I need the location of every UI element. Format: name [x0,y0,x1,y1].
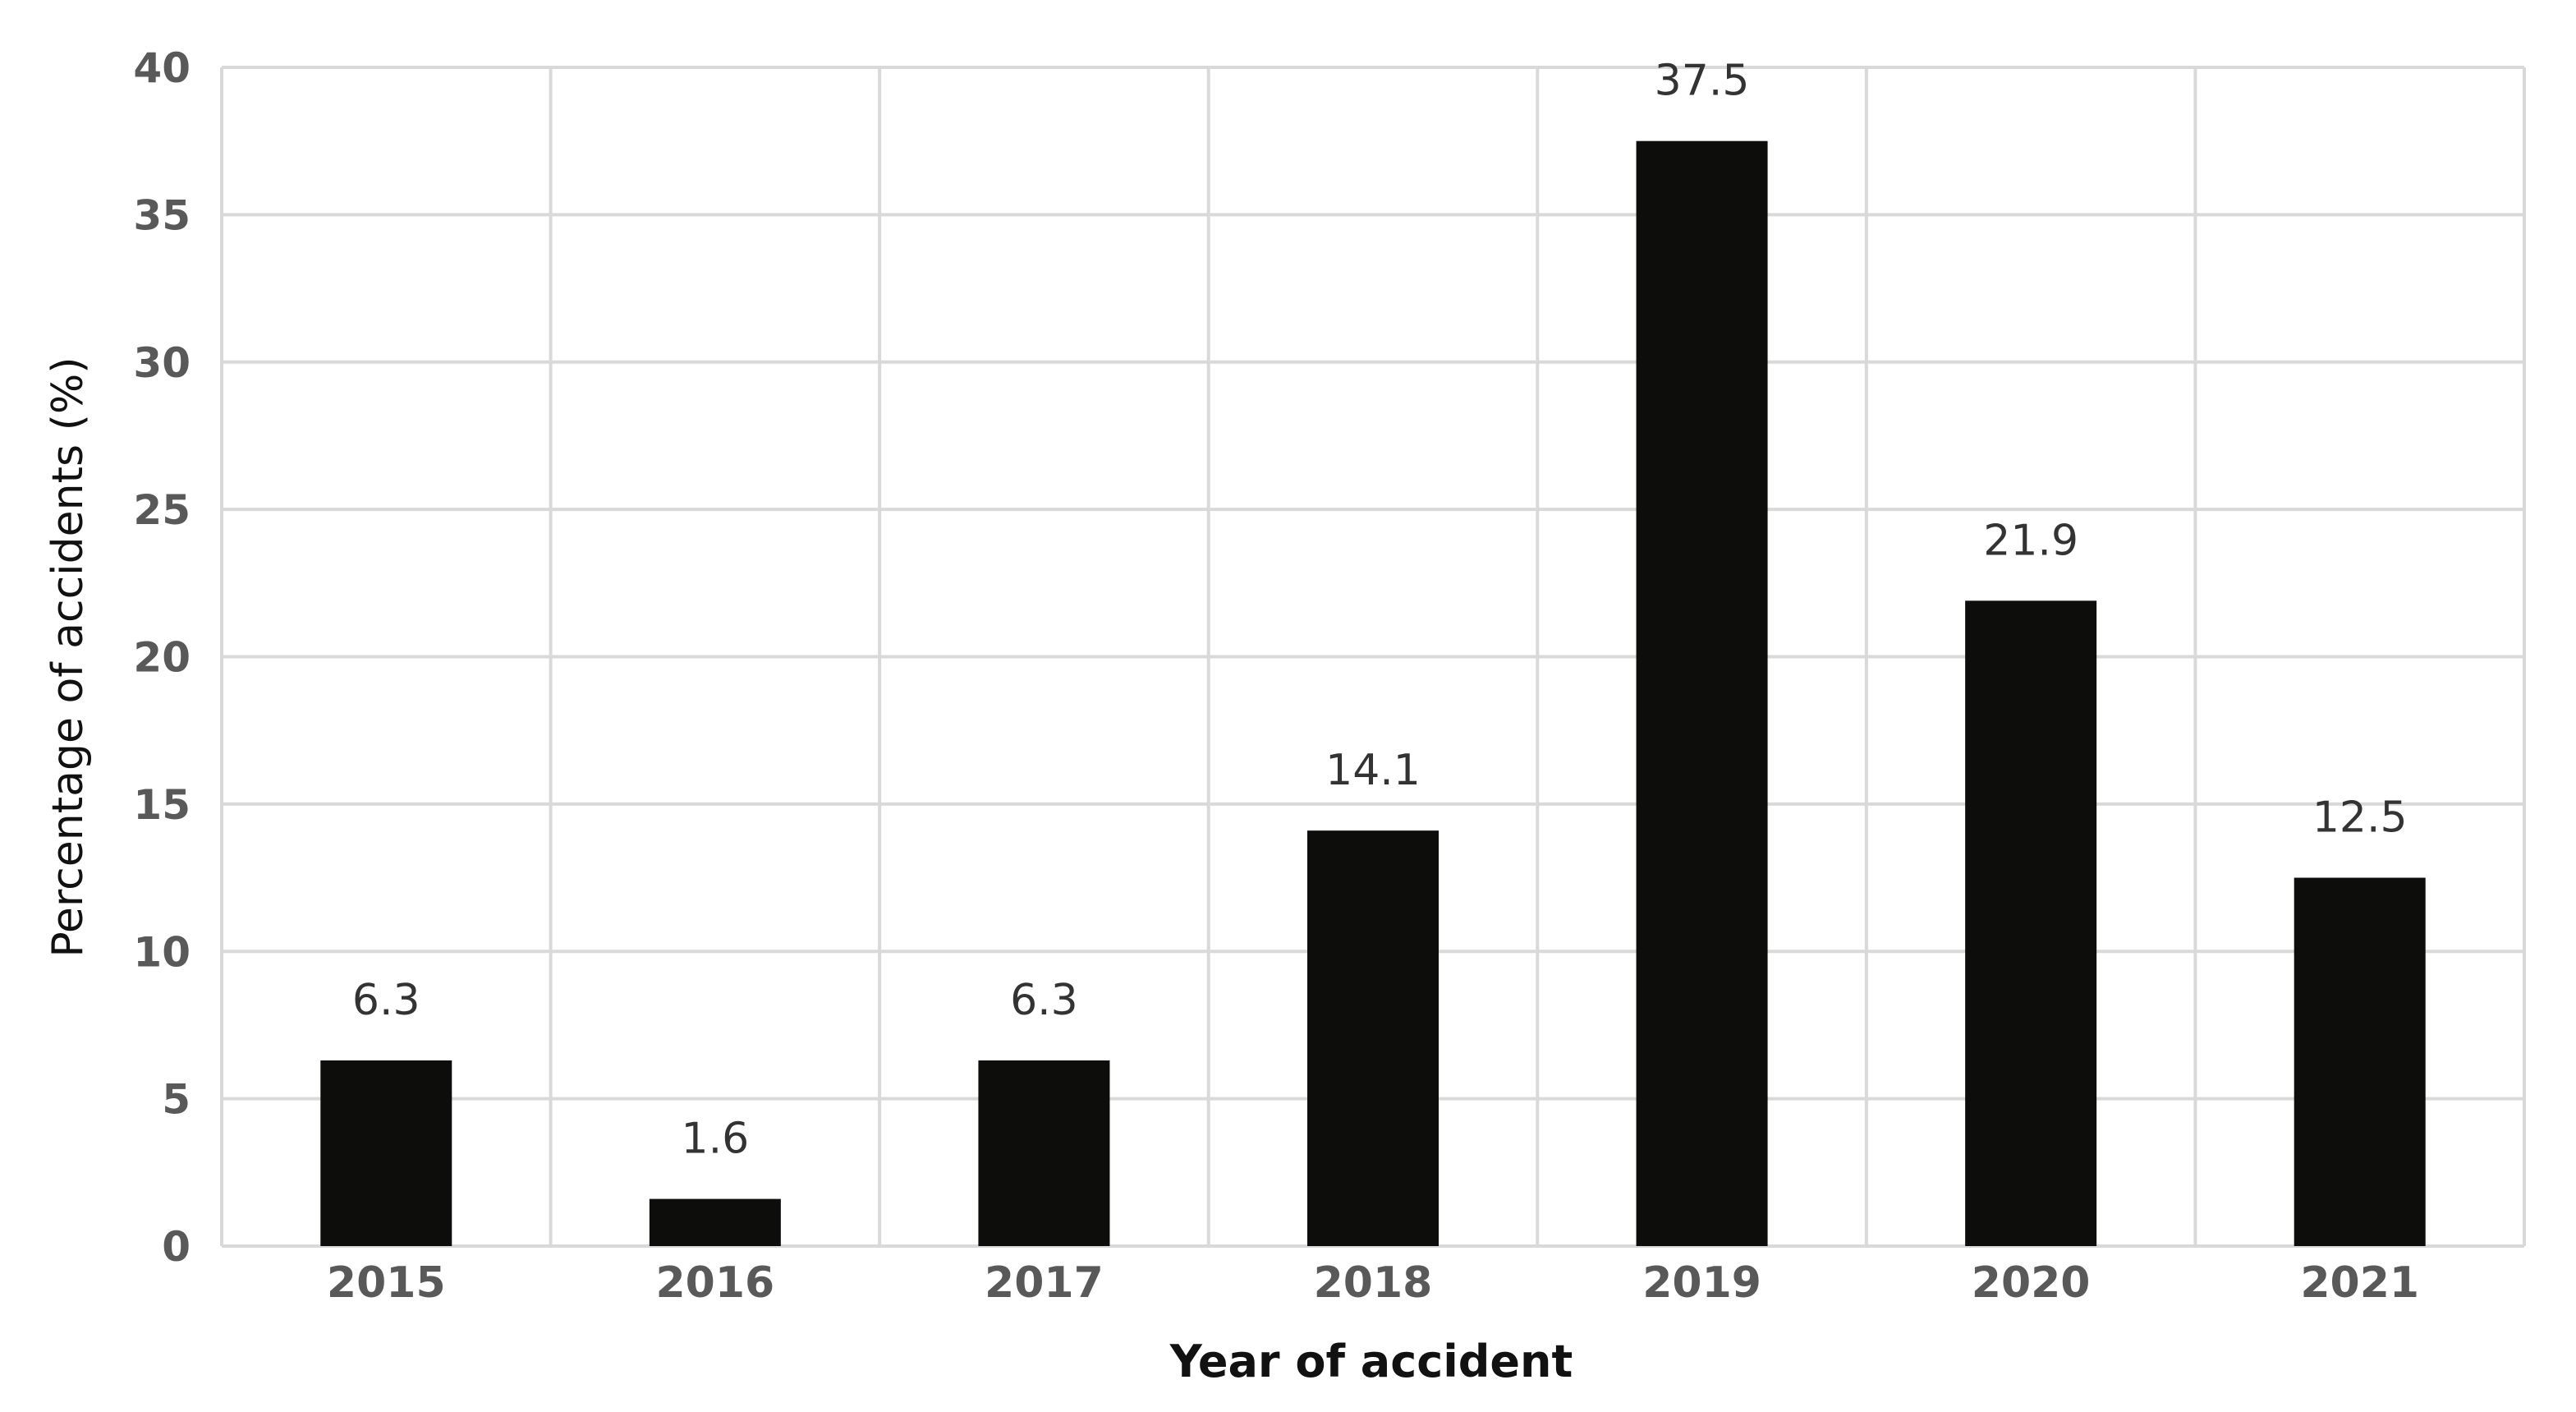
y-tick-label: 40 [133,44,191,92]
bar-2020 [1965,600,2097,1246]
bar-2017 [978,1060,1110,1246]
data-label-2019: 37.5 [1655,57,1750,106]
bars-layer [320,140,2426,1246]
y-tick-label: 15 [133,781,191,829]
bar-2016 [649,1198,781,1246]
bar-2019 [1636,140,1768,1246]
y-tick-label: 35 [133,191,191,239]
bar-2021 [2294,877,2426,1246]
data-labels-layer: 6.3 1.6 6.3 14.1 37.5 21.9 12.5 [352,57,2408,1164]
data-label-2016: 1.6 [682,1115,750,1164]
data-label-2018: 14.1 [1325,746,1421,795]
y-tick-label: 30 [133,339,191,387]
x-axis-title: Year of accident [1169,1336,1573,1387]
data-label-2020: 21.9 [1983,516,2078,565]
y-tick-label: 25 [133,486,191,534]
data-label-2017: 6.3 [1010,976,1078,1025]
y-tick-label: 5 [162,1076,191,1124]
y-tick-label: 20 [133,634,191,682]
y-tick-label: 10 [133,928,191,976]
bar-2018 [1307,830,1439,1246]
x-axis-ticks: 2015 2016 2017 2018 2019 2020 2021 [327,1258,2419,1308]
x-tick-label-2021: 2021 [2300,1258,2419,1308]
data-label-2021: 12.5 [2312,793,2408,843]
y-tick-label: 0 [162,1223,191,1271]
y-axis-ticks: 0 5 10 15 20 25 30 35 40 [133,44,191,1271]
x-tick-label-2015: 2015 [327,1258,446,1308]
x-tick-label-2019: 2019 [1642,1258,1761,1308]
x-tick-label-2016: 2016 [655,1258,774,1308]
bar-2015 [320,1060,452,1246]
y-axis-title: Percentage of accidents (%) [44,356,93,957]
x-tick-label-2020: 2020 [1972,1258,2091,1308]
data-label-2015: 6.3 [352,976,420,1025]
x-tick-label-2018: 2018 [1314,1258,1433,1308]
x-tick-label-2017: 2017 [985,1258,1104,1308]
grid-layer [220,66,2526,1248]
